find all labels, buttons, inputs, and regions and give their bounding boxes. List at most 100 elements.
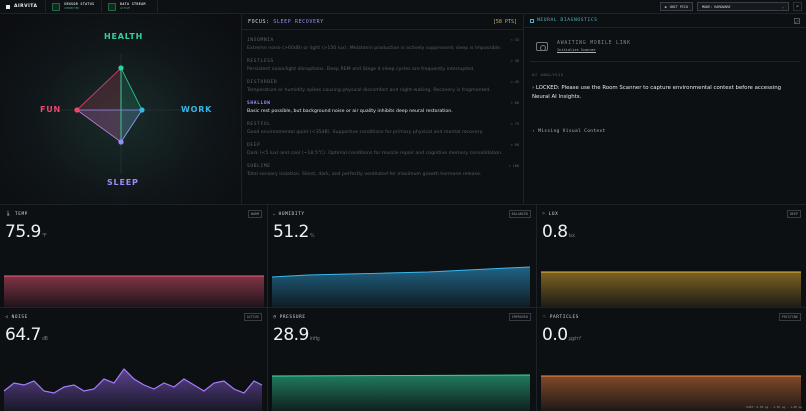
humidity-line xyxy=(271,266,531,278)
status-badge: DEEP xyxy=(786,210,801,218)
level-restful[interactable]: RESTFUL < 75 Good environmental quiet (<… xyxy=(247,122,519,135)
level-threshold: < 100 xyxy=(508,164,519,168)
level-deep[interactable]: DEEP < 90 Dark (<5 lux) and cool (~18.5°… xyxy=(247,143,519,156)
data-stream-status: DATA STREAM ACTIVE xyxy=(102,0,158,14)
droplet-icon: 💧︎ xyxy=(273,211,276,217)
sensor-value-row: 0.0µg/m³ xyxy=(542,325,581,345)
app-name: AIRVITA xyxy=(14,4,38,9)
status-badge: BALANCED xyxy=(508,210,531,218)
status-badge: ACTIVE xyxy=(243,313,262,321)
level-shallow[interactable]: SHALLOW < 60 Basic rest possible, but ba… xyxy=(247,101,519,114)
mode-label: MODE: HARDWARE xyxy=(702,4,731,9)
sensor-status: SENSOR STATUS CONNECTED xyxy=(46,0,102,14)
radar-label-health: HEALTH xyxy=(104,32,144,41)
lux-area xyxy=(541,272,801,307)
brand[interactable]: AIRVITA xyxy=(0,0,46,14)
level-insomnia[interactable]: INSOMNIA < 33 Extreme noise (>60dB) or l… xyxy=(247,38,519,51)
level-threshold: < 33 xyxy=(510,38,519,42)
level-threshold: < 75 xyxy=(510,122,519,126)
locked-message: › LOCKED: Please use the Room Scanner to… xyxy=(532,84,800,102)
sensor-unit: °F xyxy=(41,233,47,239)
sensor-value-row: 51.2% xyxy=(273,222,315,242)
status-sub: ACTIVE xyxy=(120,5,131,10)
sensor-unit: inHg xyxy=(309,336,320,342)
particles-footer: PART: 0.00 µg · 2.50 µg · 1.00 µg xyxy=(746,405,802,409)
sensor-card-pressure[interactable]: ◔ PRESSURE IMPROVED 28.9inHg xyxy=(268,308,537,411)
sensor-name: TEMP xyxy=(14,211,28,217)
initialize-scanner-link[interactable]: Initialize Scanner xyxy=(557,48,596,52)
status-title: DATA STREAM xyxy=(120,2,146,6)
unit-label: UNIT PICO xyxy=(669,4,688,9)
level-disturbed[interactable]: DISTURBED < 45 Temperature or humidity s… xyxy=(247,80,519,93)
radar-label-work: WORK xyxy=(181,105,213,114)
chevron-right-icon: › xyxy=(532,85,535,91)
particles-area xyxy=(541,376,801,411)
unit-pill[interactable]: ● UNIT PICO xyxy=(659,2,693,11)
radar-work-point xyxy=(139,107,145,113)
level-desc: Persistent noise/light disruptions. Deep… xyxy=(247,67,475,72)
diagnostics-panel: NEURAL DIAGNOSTICS ⤢ AWAITING MOBILE LIN… xyxy=(524,14,806,205)
sensor-card-lux[interactable]: ☼ LUX DEEP 0.8lux xyxy=(537,205,806,308)
focus-title: FOCUS: SLEEP RECOVERY xyxy=(248,19,324,25)
search-icon: ⌕ xyxy=(795,3,799,10)
pressure-line xyxy=(271,374,531,377)
radar-chart xyxy=(60,54,182,174)
sensor-chart-temp xyxy=(4,275,264,307)
thermometer-icon: 🌡︎ xyxy=(5,211,12,217)
sensor-name: LUX xyxy=(548,211,559,217)
level-name: INSOMNIA xyxy=(247,38,274,43)
radar-sleep-point xyxy=(118,139,124,145)
sensor-name: PARTICLES xyxy=(549,314,579,320)
status-sub: CONNECTED xyxy=(64,5,80,10)
level-name: SHALLOW xyxy=(247,101,271,106)
temp-area xyxy=(4,276,264,307)
stream-icon xyxy=(108,2,116,11)
focus-prefix: FOCUS: xyxy=(248,18,270,25)
level-restless[interactable]: RESTLESS < 38 Persistent noise/light dis… xyxy=(247,59,519,72)
level-desc: Dark (<5 lux) and cool (~18.5°C). Optima… xyxy=(247,151,503,156)
level-name: SUBLIME xyxy=(247,164,271,169)
locked-text: LOCKED: Please use the Room Scanner to c… xyxy=(532,85,782,100)
level-threshold: < 45 xyxy=(510,80,519,84)
logo-icon xyxy=(6,4,10,9)
focus-name: SLEEP RECOVERY xyxy=(273,18,324,25)
awaiting-link-text: AWAITING MOBILE LINK xyxy=(557,41,631,46)
level-name: DEEP xyxy=(247,143,261,148)
radar-label-fun: FUN xyxy=(40,105,62,114)
dots-icon: ⁘ xyxy=(542,314,547,320)
status-badge: IMPROVED xyxy=(508,313,531,321)
sensor-value: 75.9 xyxy=(5,222,41,242)
sensor-value: 64.7 xyxy=(5,325,41,345)
level-threshold: < 60 xyxy=(510,101,519,105)
level-desc: Extreme noise (>60dB) or light (>150 lux… xyxy=(247,46,502,51)
sensor-chart-pressure xyxy=(271,374,531,411)
sensor-name: NOISE xyxy=(11,314,28,320)
sensor-card-particles[interactable]: ⁘ PARTICLES PRISTINE 0.0µg/m³ PART: 0.00 … xyxy=(537,308,806,411)
level-name: RESTFUL xyxy=(247,122,271,127)
chevron-right-icon: › xyxy=(532,129,536,134)
sensor-value: 0.8 xyxy=(542,222,568,242)
sensor-value-row: 75.9°F xyxy=(5,222,47,242)
sensor-card-temp[interactable]: 🌡︎ TEMP WARM 75.9°F xyxy=(0,205,268,308)
sensor-card-noise[interactable]: ◁ NOISE ACTIVE 64.7dB xyxy=(0,308,268,411)
missing-text: Missing Visual Context xyxy=(538,129,606,134)
sensor-card-humidity[interactable]: 💧︎ HUMIDITY BALANCED 51.2% xyxy=(268,205,537,308)
level-sublime[interactable]: SUBLIME < 100 Total sensory isolation. S… xyxy=(247,164,519,177)
sensor-name: PRESSURE xyxy=(279,314,306,320)
level-desc: Good environmental quiet (<35dB). Suppor… xyxy=(247,130,484,135)
diagnostics-title-text: NEURAL DIAGNOSTICS xyxy=(537,18,598,23)
noise-line xyxy=(3,368,263,394)
humidity-area xyxy=(272,267,530,307)
search-button[interactable]: ⌕ xyxy=(793,2,802,11)
expand-icon[interactable]: ⤢ xyxy=(794,17,800,24)
sensor-chart-particles xyxy=(541,375,801,411)
focus-points: [58 PTS] xyxy=(492,18,517,25)
diagnostics-title: NEURAL DIAGNOSTICS xyxy=(530,18,598,23)
sensor-unit: % xyxy=(309,233,315,239)
status-badge: PRISTINE xyxy=(778,313,801,321)
missing-context: › Missing Visual Context xyxy=(532,129,606,134)
sensor-value-row: 64.7dB xyxy=(5,325,48,345)
scanner-box: AWAITING MOBILE LINK Initialize Scanner xyxy=(530,32,800,62)
noise-area xyxy=(4,369,262,411)
mode-select[interactable]: MODE: HARDWARE ⌄ xyxy=(697,2,789,11)
